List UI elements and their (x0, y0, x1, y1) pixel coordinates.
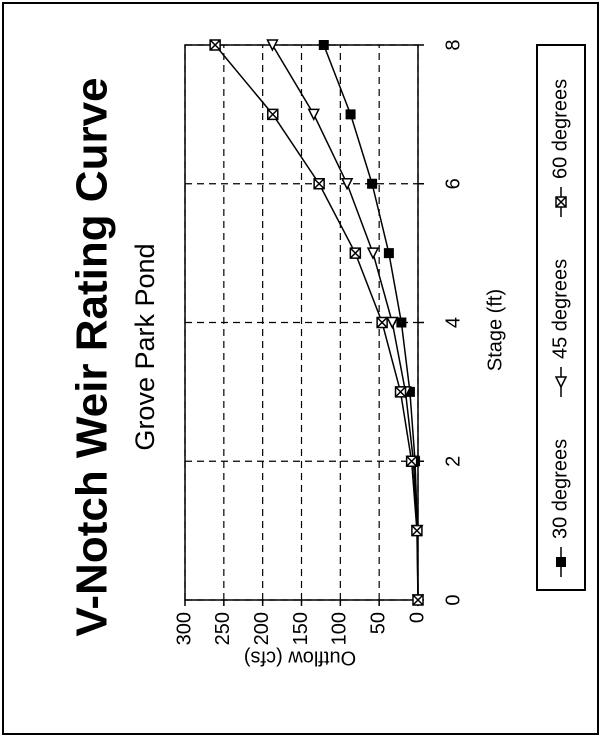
marker (345, 109, 356, 120)
x-tick-label: 0 (442, 594, 464, 605)
rotated-chart: V-Notch Weir Rating Curve Grove Park Pon… (68, 39, 586, 669)
marker (405, 455, 418, 467)
plot-frame (184, 44, 419, 601)
marker (318, 40, 329, 50)
x-tick-label: 6 (442, 178, 464, 189)
legend-marker (555, 196, 567, 208)
marker (307, 108, 320, 122)
marker (383, 248, 394, 259)
x-tick-label: 8 (442, 39, 464, 50)
legend-marker (556, 557, 566, 567)
legend-label: 60 degrees (549, 79, 571, 179)
chart-title: V-Notch Weir Rating Curve (68, 77, 117, 636)
marker (209, 39, 221, 51)
legend-marker (554, 376, 568, 389)
marker (340, 178, 354, 191)
marker (267, 108, 279, 121)
x-tick-label: 4 (442, 317, 464, 328)
y-tick-label: 250 (212, 612, 234, 645)
marker (367, 178, 378, 189)
y-tick-label: 150 (290, 612, 312, 645)
x-tick-label: 2 (442, 456, 464, 467)
x-axis-title: Stage (ft) (484, 289, 506, 371)
marker (376, 316, 388, 329)
marker (349, 247, 362, 259)
marker (394, 386, 407, 398)
marker (396, 317, 407, 328)
y-tick-label: 200 (251, 612, 273, 645)
legend-label: 30 degrees (549, 439, 571, 539)
y-tick-label: 50 (367, 612, 389, 634)
y-tick-label: 300 (173, 612, 195, 645)
marker (313, 178, 325, 190)
y-tick-label: 100 (329, 612, 351, 645)
y-axis-title: Outflow (cfs) (244, 647, 356, 669)
marker (386, 316, 399, 330)
chart-subtitle: Grove Park Pond (130, 243, 160, 450)
marker (366, 247, 380, 260)
marker (411, 524, 423, 537)
legend-label: 45 degrees (549, 259, 571, 359)
y-tick-label: 0 (406, 612, 428, 623)
marker (266, 39, 279, 52)
marker (412, 594, 424, 606)
legend-box (536, 44, 586, 591)
